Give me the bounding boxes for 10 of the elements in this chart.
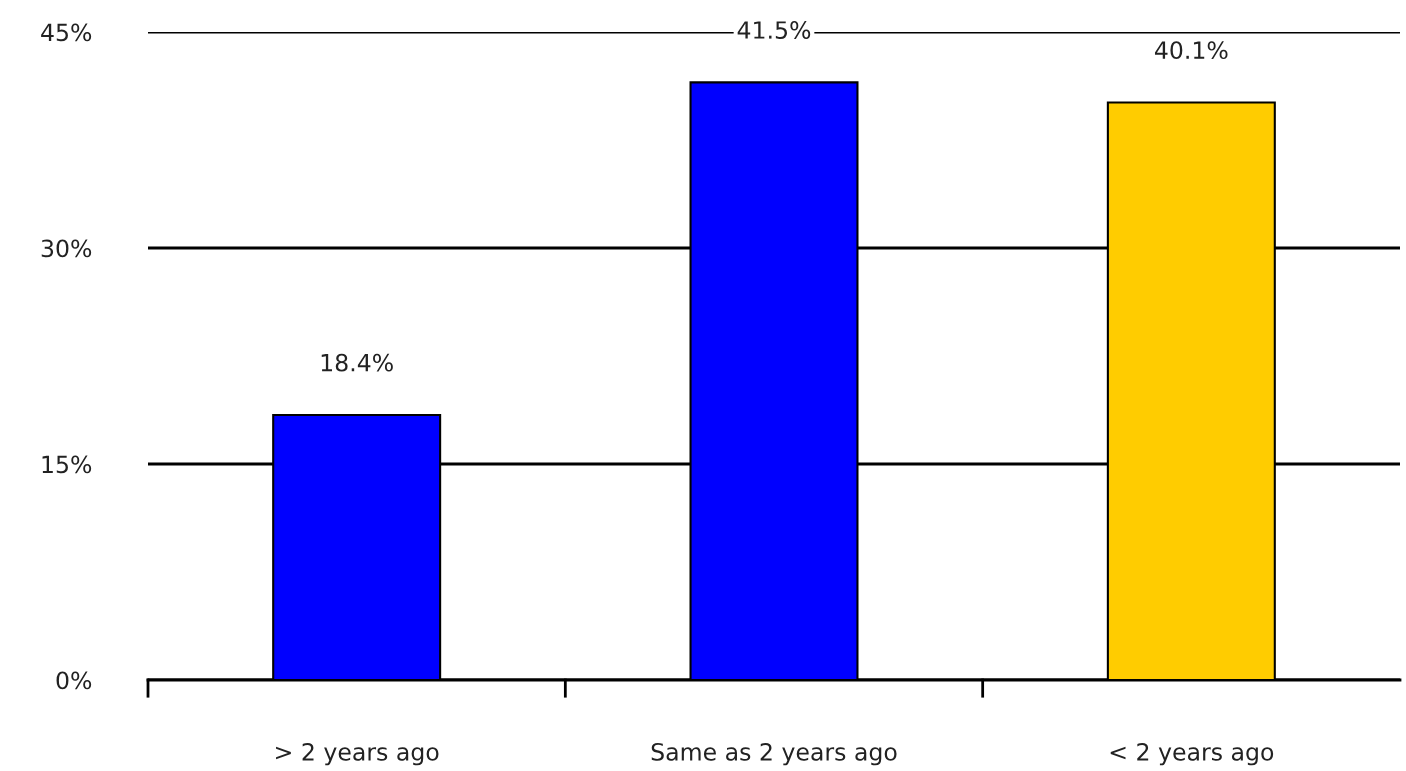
y-tick-label: 30% (41, 239, 92, 258)
x-tick-label: > 2 years ago (276, 742, 439, 766)
data-label: 41.5% (737, 21, 811, 39)
x-tick-label: Same as 2 years ago (651, 742, 897, 766)
data-label: 40.1% (1154, 41, 1228, 60)
data-label: 18.4% (321, 353, 393, 372)
y-tick-label: 45% (41, 23, 92, 42)
y-tick-label: 0% (56, 671, 92, 690)
x-tick-label: < 2 years ago (1110, 742, 1274, 766)
y-tick-label: 15% (42, 455, 92, 474)
